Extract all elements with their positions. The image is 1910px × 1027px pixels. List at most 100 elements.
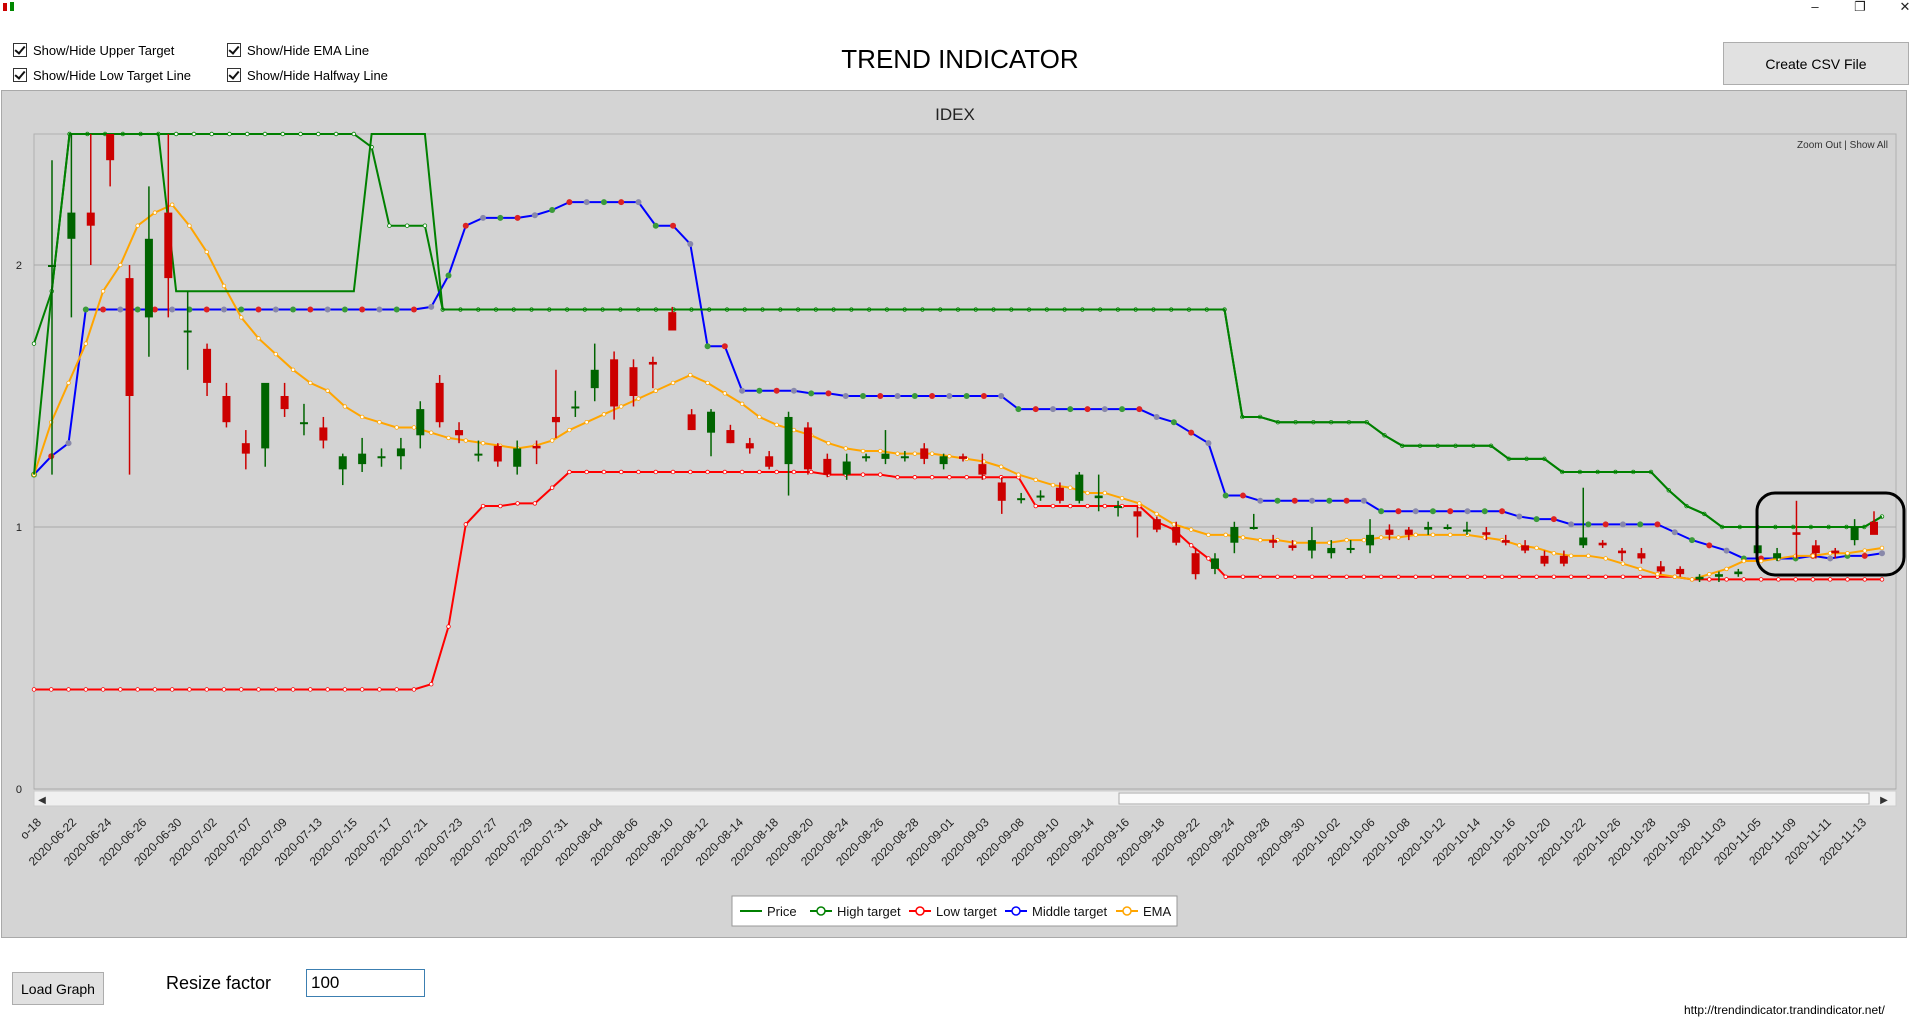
ema-line-point bbox=[705, 380, 710, 386]
chart-svg: IDEX Zoom Out | Show All 0 1 2 ◀ ▶ o-18202… bbox=[16, 105, 1906, 927]
zoom-links[interactable]: Zoom Out | Show All bbox=[1797, 140, 1888, 151]
middle-target-point bbox=[445, 272, 452, 279]
low-target-line-point bbox=[1309, 574, 1315, 579]
ema-line-point bbox=[1119, 495, 1125, 501]
low-target-line-point bbox=[878, 472, 883, 477]
low-target-line-point bbox=[221, 687, 227, 692]
middle-target-point bbox=[117, 306, 124, 313]
toggle-upper-target[interactable]: Show/Hide Upper Target bbox=[13, 41, 174, 59]
app-icon bbox=[3, 2, 14, 11]
footer-url[interactable]: http://trendindicator.trandindicator.net… bbox=[1684, 1003, 1885, 1017]
low-target-line-point bbox=[688, 469, 693, 475]
low-target-line-point bbox=[1758, 577, 1764, 582]
middle-target-point bbox=[963, 393, 970, 399]
middle-target-point bbox=[1619, 521, 1626, 528]
candle-body bbox=[687, 414, 696, 431]
checkbox-checked-icon[interactable] bbox=[13, 68, 27, 82]
create-csv-button[interactable]: Create CSV File bbox=[1723, 42, 1909, 85]
candle-body bbox=[1152, 519, 1161, 530]
legend-marker bbox=[915, 906, 925, 916]
candle-body bbox=[997, 482, 1006, 501]
high-target-line-point bbox=[191, 131, 197, 137]
scrollbar-thumb[interactable] bbox=[1118, 792, 1870, 805]
checkbox-checked-icon[interactable] bbox=[227, 68, 241, 82]
toggle-ema-line[interactable]: Show/Hide EMA Line bbox=[227, 41, 369, 59]
toggle-halfway-line[interactable]: Show/Hide Halfway Line bbox=[227, 66, 388, 84]
low-target-line-point bbox=[325, 687, 330, 692]
ema-line-point bbox=[394, 425, 399, 430]
ema-line-point bbox=[860, 448, 866, 454]
middle-target-point bbox=[1067, 406, 1074, 413]
candle-body bbox=[629, 367, 638, 396]
legend-marker bbox=[1011, 906, 1021, 916]
ema-line-point bbox=[843, 446, 848, 451]
middle-target-point bbox=[1412, 508, 1419, 515]
low-target-line-point bbox=[1361, 574, 1367, 579]
candle-body bbox=[1714, 574, 1723, 577]
low-target-line-point bbox=[463, 522, 468, 527]
middle-target-point bbox=[1101, 406, 1108, 413]
minimize-icon[interactable]: – bbox=[1811, 0, 1819, 14]
low-target-line-point bbox=[670, 469, 676, 475]
candle-body bbox=[1792, 532, 1801, 535]
candle-body bbox=[1249, 527, 1258, 529]
low-target-line-point bbox=[1378, 574, 1384, 579]
ema-line-point bbox=[1845, 551, 1850, 556]
toggle-low-target[interactable]: Show/Hide Low Target Line bbox=[13, 66, 191, 84]
h-scrollbar[interactable]: ◀ ▶ bbox=[33, 790, 1897, 807]
low-target-line-point bbox=[308, 687, 313, 692]
low-target-line-point bbox=[49, 687, 54, 692]
scroll-right-icon[interactable]: ▶ bbox=[1880, 795, 1888, 806]
low-target-line-point bbox=[653, 469, 658, 475]
candle-body bbox=[1676, 568, 1685, 575]
middle-target-point bbox=[773, 387, 780, 394]
close-icon[interactable]: ✕ bbox=[1899, 0, 1910, 14]
middle-target-point bbox=[808, 390, 815, 397]
checkbox-checked-icon[interactable] bbox=[227, 43, 241, 57]
middle-target-point bbox=[1395, 508, 1402, 515]
middle-target-point bbox=[428, 303, 435, 310]
candle-body bbox=[67, 212, 76, 239]
candle-body bbox=[1172, 527, 1181, 543]
low-target-line-point bbox=[1396, 574, 1401, 579]
candle-body bbox=[1831, 550, 1840, 554]
middle-target-point bbox=[704, 343, 711, 350]
high-target-line-point bbox=[351, 131, 357, 137]
middle-target-point bbox=[635, 199, 642, 206]
low-target-line-point bbox=[498, 503, 503, 509]
middle-target-point bbox=[82, 306, 89, 313]
load-graph-button[interactable]: Load Graph bbox=[12, 972, 104, 1005]
middle-target-point bbox=[220, 306, 227, 313]
ema-line-point bbox=[1741, 558, 1747, 564]
high-target-line-point bbox=[404, 223, 410, 228]
ema-line-point bbox=[1361, 537, 1367, 543]
candle-body bbox=[823, 458, 832, 475]
low-target-line-point bbox=[1223, 574, 1228, 579]
low-target-line-point bbox=[1603, 574, 1608, 579]
middle-target-point bbox=[307, 306, 314, 313]
candle-body bbox=[280, 396, 289, 410]
ema-line-point bbox=[929, 451, 935, 456]
low-target-line-point bbox=[273, 687, 278, 692]
middle-target-point bbox=[1119, 406, 1126, 413]
middle-target-point bbox=[1879, 550, 1885, 557]
chart-legend: Price High target Low target Middle target E… bbox=[731, 895, 1178, 927]
checkbox-checked-icon[interactable] bbox=[13, 43, 27, 57]
ema-line-point bbox=[1448, 532, 1453, 538]
scroll-left-icon[interactable]: ◀ bbox=[38, 795, 46, 806]
middle-target-point bbox=[497, 214, 504, 221]
candle-body bbox=[668, 312, 677, 331]
restore-icon[interactable]: ❐ bbox=[1854, 0, 1866, 14]
resize-factor-input[interactable] bbox=[306, 969, 425, 997]
y-tick-label: 0 bbox=[16, 784, 22, 796]
resize-factor-label: Resize factor bbox=[166, 973, 272, 993]
middle-target-point bbox=[1827, 555, 1834, 562]
middle-target-point bbox=[272, 306, 279, 313]
ema-line-point bbox=[791, 427, 797, 433]
low-target-line-point bbox=[636, 469, 641, 475]
ema-line-point bbox=[1827, 551, 1833, 556]
low-target-line-point bbox=[1586, 574, 1591, 579]
candle-body bbox=[978, 464, 987, 475]
high-target-line-point bbox=[298, 131, 303, 137]
candle-body bbox=[125, 278, 134, 396]
